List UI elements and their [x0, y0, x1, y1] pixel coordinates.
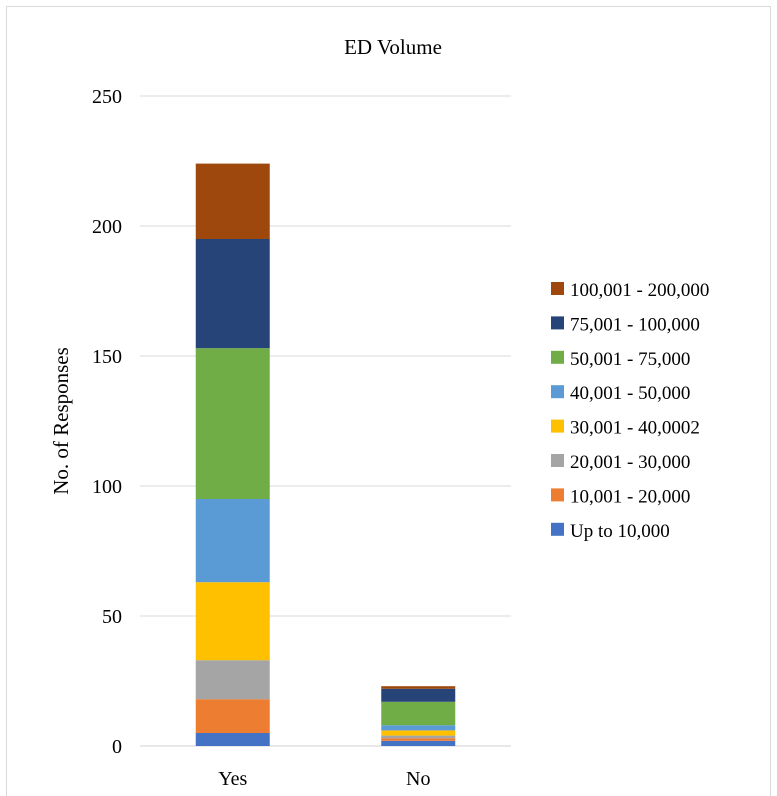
- legend-label: 50,001 - 75,000: [570, 349, 690, 370]
- y-tick-label: 100: [92, 476, 122, 498]
- y-tick-label: 200: [92, 216, 122, 238]
- bar-segment: [195, 499, 270, 583]
- y-tick-label: 150: [92, 346, 122, 368]
- legend-label: 10,001 - 20,000: [570, 486, 690, 507]
- bar-segment: [195, 660, 270, 700]
- legend-swatch: [551, 522, 564, 536]
- bar-segment: [381, 686, 456, 689]
- legend-label: 40,001 - 50,000: [570, 383, 690, 404]
- legend-item: 100,001 - 200,000: [551, 280, 709, 301]
- x-tick-label: No: [406, 768, 430, 790]
- bar-segment: [381, 735, 456, 739]
- legend-item: Up to 10,000: [551, 521, 670, 542]
- bar-stack-yes: [195, 163, 270, 746]
- bar-segment: [381, 738, 456, 741]
- bar-segment: [195, 733, 270, 746]
- x-tick-label: Yes: [218, 768, 247, 790]
- legend-swatch: [551, 385, 564, 399]
- legend-label: 20,001 - 30,000: [570, 452, 690, 473]
- y-axis-label: No. of Responses: [49, 347, 73, 495]
- bar-segment: [381, 730, 456, 736]
- chart-title: ED Volume: [344, 35, 442, 59]
- y-axis-ticks: 0 50 100 150 200 250: [92, 86, 122, 758]
- legend-item: 50,001 - 75,000: [551, 349, 690, 370]
- bar-segment: [195, 699, 270, 733]
- bar-segment: [195, 239, 270, 349]
- bar-stacks: [195, 163, 456, 746]
- legend-item: 30,001 - 40,0002: [551, 418, 700, 439]
- bar-segment: [381, 701, 456, 726]
- bar-segment: [195, 348, 270, 499]
- x-axis-ticks: Yes No: [218, 768, 430, 790]
- legend-label: 75,001 - 100,000: [570, 314, 700, 335]
- bar-segment: [381, 740, 456, 746]
- bar-segment: [195, 582, 270, 661]
- legend-item: 10,001 - 20,000: [551, 486, 690, 507]
- chart-area: [6, 6, 771, 796]
- legend-swatch: [551, 488, 564, 502]
- gridlines: [140, 95, 511, 747]
- y-tick-label: 250: [92, 86, 122, 108]
- legend-swatch: [551, 454, 564, 467]
- legend-swatch: [551, 419, 564, 433]
- legend: 100,001 - 200,000 75,001 - 100,000 50,001 …: [551, 280, 709, 542]
- legend-swatch: [551, 316, 564, 330]
- bar-segment: [381, 725, 456, 731]
- bar-stack-no: [381, 686, 456, 746]
- legend-item: 20,001 - 30,000: [551, 452, 690, 473]
- legend-label: 30,001 - 40,0002: [570, 418, 700, 439]
- legend-swatch: [551, 350, 564, 364]
- y-tick-label: 50: [102, 606, 122, 628]
- bar-segment: [381, 688, 456, 702]
- legend-label: 100,001 - 200,000: [570, 280, 709, 301]
- legend-swatch: [551, 282, 564, 295]
- bar-segment: [195, 163, 270, 239]
- legend-item: 40,001 - 50,000: [551, 383, 690, 404]
- y-tick-label: 0: [112, 736, 122, 758]
- legend-label: Up to 10,000: [570, 521, 670, 542]
- legend-item: 75,001 - 100,000: [551, 314, 700, 335]
